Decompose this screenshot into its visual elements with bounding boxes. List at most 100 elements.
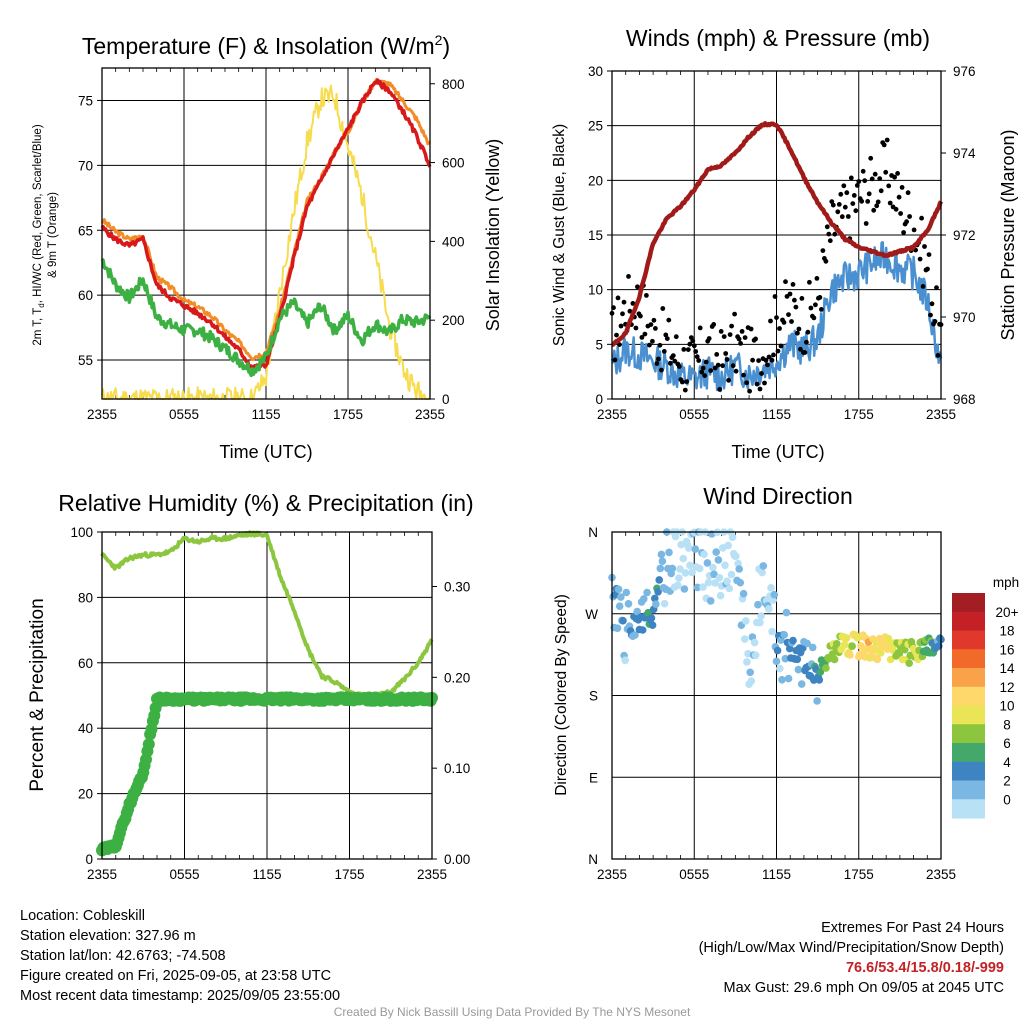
direction-point	[782, 608, 791, 617]
gust-point	[841, 183, 847, 189]
colorbar-label: 4	[1003, 755, 1011, 770]
gust-point	[726, 377, 731, 383]
gust-point	[714, 352, 720, 357]
gust-point	[706, 336, 712, 341]
gust-point	[926, 252, 932, 257]
x-tick-label: 0555	[169, 407, 199, 422]
y2-tick-label: 200	[442, 313, 465, 328]
gust-point	[883, 169, 889, 175]
gust-point	[723, 351, 729, 356]
y-tick-label: 0	[85, 852, 93, 867]
direction-point	[736, 578, 745, 587]
gust-point	[884, 137, 890, 143]
gust-point	[811, 315, 817, 321]
y-tick-label: 40	[78, 721, 93, 736]
gust-point	[836, 202, 842, 207]
gust-point	[642, 331, 648, 337]
x-tick-label: 2355	[926, 407, 956, 422]
direction-point	[743, 658, 751, 666]
latlon-label: Station lat/lon: 42.6763; -74.508	[20, 948, 226, 964]
gust-point	[917, 256, 923, 262]
direction-point	[746, 668, 754, 677]
direction-point	[712, 548, 720, 556]
chart-title: Winds (mph) & Pressure (mb)	[626, 25, 930, 51]
gust-point	[617, 342, 622, 347]
direction-point	[822, 664, 830, 672]
gust-point	[805, 329, 811, 335]
gust-point	[877, 176, 883, 182]
gust-point	[672, 358, 678, 364]
direction-point	[756, 618, 764, 627]
direction-point	[619, 616, 627, 625]
x-tick-label: 1755	[844, 867, 874, 882]
direction-point	[706, 597, 715, 605]
gust-point	[875, 199, 881, 205]
colorbar-swatch	[952, 611, 985, 631]
gust-point	[759, 371, 764, 376]
gust-point	[733, 368, 739, 374]
direction-point	[668, 564, 677, 573]
y-tick-label: 70	[78, 158, 93, 173]
direction-point	[751, 651, 760, 660]
direction-point	[710, 570, 718, 579]
direction-point	[703, 559, 712, 567]
pressure-series-line	[610, 121, 944, 347]
gust-point	[781, 320, 787, 325]
colorbar-label: 0	[1003, 792, 1011, 807]
direction-point	[685, 544, 693, 552]
gust-point	[869, 176, 875, 182]
direction-point	[725, 584, 734, 593]
x-tick-label: 2355	[926, 867, 956, 882]
location-label: Location: Cobleskill	[20, 908, 145, 924]
direction-point	[699, 583, 707, 591]
direction-point	[816, 668, 825, 676]
direction-point	[613, 624, 622, 632]
direction-point	[735, 565, 743, 573]
panel-wind: 2355 0555 1155 1755 235505101520253096897097…	[551, 25, 1018, 462]
y2-tick-label: 0.10	[444, 761, 470, 776]
gust-point	[703, 359, 709, 365]
gust-point	[774, 315, 779, 320]
extremes-title: Extremes For Past 24 Hours	[821, 920, 1004, 936]
direction-point	[873, 655, 882, 664]
direction-point	[846, 651, 854, 659]
gust-point	[647, 342, 652, 348]
direction-point	[704, 578, 713, 587]
x-tick-label: 1755	[844, 407, 874, 422]
gust-point	[802, 350, 808, 355]
gust-point	[682, 387, 688, 393]
direction-point	[686, 561, 694, 570]
gust-point	[772, 294, 778, 299]
gust-point	[798, 346, 803, 352]
y-axis-label: Percent & Precipitation	[27, 598, 48, 791]
y-tick-label: 25	[588, 119, 603, 134]
gust-point	[830, 202, 836, 208]
colorbar-swatch	[952, 686, 985, 706]
y2-tick-label: 0.30	[444, 580, 470, 595]
direction-point	[728, 533, 737, 541]
x-tick-label: 1755	[334, 867, 364, 882]
gust-point	[893, 206, 899, 212]
gust-point	[739, 329, 745, 334]
gust-point	[757, 386, 763, 392]
gust-point	[718, 329, 724, 334]
direction-point	[742, 617, 750, 625]
direction-point	[648, 621, 657, 629]
gust-point	[765, 362, 770, 368]
x-axis-label: Time (UTC)	[219, 442, 312, 462]
direction-point	[768, 627, 776, 636]
direction-point	[691, 545, 700, 553]
gust-point	[648, 322, 654, 327]
gust-point	[717, 387, 723, 392]
gust-point	[789, 319, 794, 324]
direction-point	[695, 564, 704, 573]
direction-point	[657, 550, 666, 559]
gust-point	[854, 183, 860, 188]
x-tick-label: 1155	[762, 407, 791, 422]
y2-tick-label: 974	[953, 146, 976, 161]
wind-series-line	[610, 241, 943, 393]
gust-point	[856, 179, 862, 184]
gust-point	[835, 209, 841, 215]
direction-point	[785, 644, 794, 653]
